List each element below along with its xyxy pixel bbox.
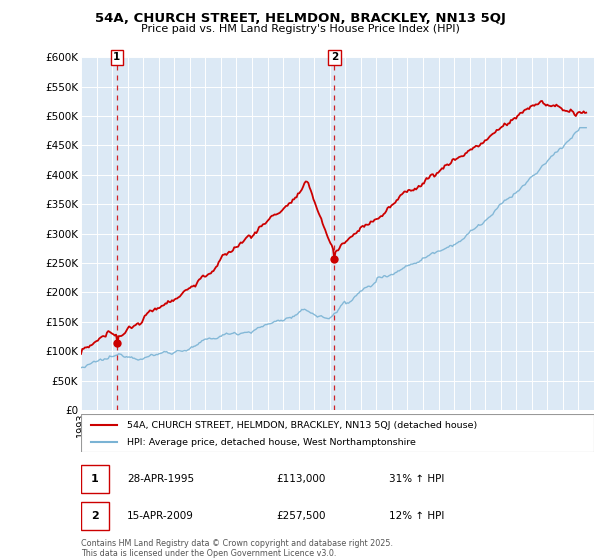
Text: 31% ↑ HPI: 31% ↑ HPI — [389, 474, 444, 484]
FancyBboxPatch shape — [81, 414, 594, 452]
Text: 15-APR-2009: 15-APR-2009 — [127, 511, 194, 521]
Text: 12% ↑ HPI: 12% ↑ HPI — [389, 511, 444, 521]
Text: £257,500: £257,500 — [276, 511, 325, 521]
Text: 54A, CHURCH STREET, HELMDON, BRACKLEY, NN13 5QJ (detached house): 54A, CHURCH STREET, HELMDON, BRACKLEY, N… — [127, 421, 478, 430]
FancyBboxPatch shape — [81, 465, 109, 493]
Text: 1: 1 — [91, 474, 99, 484]
Text: 54A, CHURCH STREET, HELMDON, BRACKLEY, NN13 5QJ: 54A, CHURCH STREET, HELMDON, BRACKLEY, N… — [95, 12, 505, 25]
Text: £113,000: £113,000 — [276, 474, 325, 484]
FancyBboxPatch shape — [81, 502, 109, 530]
Text: Price paid vs. HM Land Registry's House Price Index (HPI): Price paid vs. HM Land Registry's House … — [140, 24, 460, 34]
Text: 1: 1 — [113, 52, 121, 62]
Text: HPI: Average price, detached house, West Northamptonshire: HPI: Average price, detached house, West… — [127, 438, 416, 447]
Text: 2: 2 — [91, 511, 99, 521]
Text: 28-APR-1995: 28-APR-1995 — [127, 474, 194, 484]
Text: Contains HM Land Registry data © Crown copyright and database right 2025.
This d: Contains HM Land Registry data © Crown c… — [81, 539, 393, 558]
Text: 2: 2 — [331, 52, 338, 62]
